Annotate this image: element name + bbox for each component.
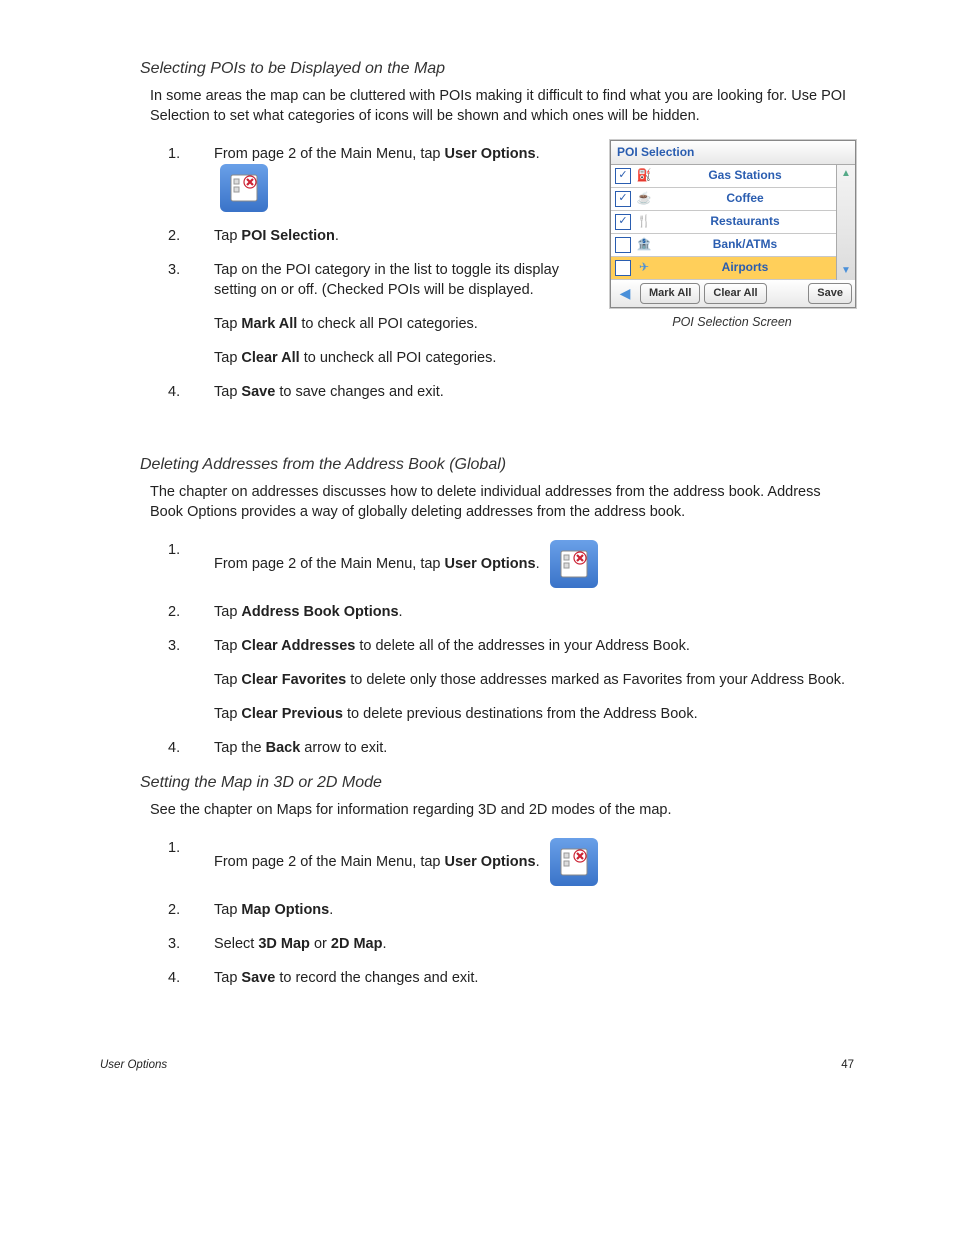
back-icon[interactable]: ◀ [614, 283, 636, 303]
poi-caption: POI Selection Screen [610, 314, 854, 331]
poi-row-label: Gas Stations [655, 167, 835, 184]
poi-screen: POI Selection ✓⛽Gas Stations✓☕Coffee✓🍴Re… [610, 140, 856, 308]
step-number: 2. [168, 226, 214, 246]
poi-row-label: Bank/ATMs [655, 236, 835, 253]
step-text: From page 2 of the Main Menu, tap User O… [214, 838, 854, 886]
clear-all-button[interactable]: Clear All [704, 283, 766, 304]
user-options-icon [220, 164, 268, 212]
poi-row-label: Airports [655, 259, 835, 276]
checkbox-icon[interactable]: ✓ [615, 214, 631, 230]
poi-figure: POI Selection ✓⛽Gas Stations✓☕Coffee✓🍴Re… [610, 140, 854, 331]
step-text: Tap Clear All to uncheck all POI categor… [214, 348, 574, 368]
checkbox-icon[interactable]: ✓ [615, 168, 631, 184]
checkbox-icon[interactable] [615, 260, 631, 276]
category-icon: ☕ [635, 190, 653, 207]
step-number: 1. [168, 540, 214, 560]
scroll-down-icon[interactable]: ▼ [837, 262, 855, 280]
poi-row-label: Coffee [655, 190, 835, 207]
user-options-icon [550, 838, 598, 886]
heading-poi: Selecting POIs to be Displayed on the Ma… [140, 58, 854, 80]
save-button[interactable]: Save [808, 283, 852, 304]
poi-screen-title: POI Selection [611, 141, 855, 165]
step-text: Tap Clear Favorites to delete only those… [214, 670, 854, 690]
step-text: Tap Clear Addresses to delete all of the… [214, 636, 854, 656]
step-number: 4. [168, 968, 214, 988]
scroll-up-icon[interactable]: ▲ [837, 165, 855, 183]
mark-all-button[interactable]: Mark All [640, 283, 700, 304]
step-number: 2. [168, 602, 214, 622]
step-text: Tap on the POI category in the list to t… [214, 260, 574, 300]
step-text: Tap Map Options. [214, 900, 854, 920]
category-icon: 🏦 [635, 236, 653, 253]
step-text: Tap Mark All to check all POI categories… [214, 314, 574, 334]
intro-poi: In some areas the map can be cluttered w… [150, 86, 854, 126]
step-number: 3. [168, 636, 214, 656]
page-footer: User Options 47 [100, 1058, 854, 1074]
poi-row-label: Restaurants [655, 213, 835, 230]
category-icon: 🍴 [635, 213, 653, 230]
step-text: Tap the Back arrow to exit. [214, 738, 854, 758]
step-text: Tap Address Book Options. [214, 602, 854, 622]
category-icon: ✈ [635, 259, 653, 276]
poi-row[interactable]: ✓⛽Gas Stations [611, 165, 855, 188]
step-text: Select 3D Map or 2D Map. [214, 934, 854, 954]
address-steps: 1. From page 2 of the Main Menu, tap Use… [168, 540, 854, 758]
category-icon: ⛽ [635, 167, 653, 184]
intro-address: The chapter on addresses discusses how t… [150, 482, 854, 522]
poi-rows: ✓⛽Gas Stations✓☕Coffee✓🍴Restaurants🏦Bank… [611, 165, 855, 280]
step-number: 3. [168, 260, 214, 280]
step-text: From page 2 of the Main Menu, tap User O… [214, 540, 854, 588]
step-number: 3. [168, 934, 214, 954]
step-text: Tap POI Selection. [214, 226, 574, 246]
step-text: Tap Save to save changes and exit. [214, 382, 574, 402]
page-number: 47 [841, 1058, 854, 1074]
step-number: 2. [168, 900, 214, 920]
heading-address: Deleting Addresses from the Address Book… [140, 454, 854, 476]
step-number: 1. [168, 144, 214, 164]
poi-row[interactable]: ✓☕Coffee [611, 188, 855, 211]
poi-row[interactable]: ✓🍴Restaurants [611, 211, 855, 234]
step-number: 4. [168, 738, 214, 758]
user-options-icon [550, 540, 598, 588]
checkbox-icon[interactable]: ✓ [615, 191, 631, 207]
step-number: 4. [168, 382, 214, 402]
heading-mapmode: Setting the Map in 3D or 2D Mode [140, 772, 854, 794]
checkbox-icon[interactable] [615, 237, 631, 253]
step-text: Tap Save to record the changes and exit. [214, 968, 854, 988]
poi-bottom-bar: ◀ Mark All Clear All Save [611, 280, 855, 307]
poi-row[interactable]: ✈Airports [611, 257, 855, 280]
step-number: 1. [168, 838, 214, 858]
step-text: Tap Clear Previous to delete previous de… [214, 704, 854, 724]
footer-section: User Options [100, 1058, 167, 1074]
poi-scrollbar[interactable]: ▲ ▼ [836, 165, 855, 280]
poi-row[interactable]: 🏦Bank/ATMs [611, 234, 855, 257]
mapmode-steps: 1. From page 2 of the Main Menu, tap Use… [168, 838, 854, 988]
intro-mapmode: See the chapter on Maps for information … [150, 800, 854, 820]
step-text: From page 2 of the Main Menu, tap User O… [214, 144, 594, 212]
